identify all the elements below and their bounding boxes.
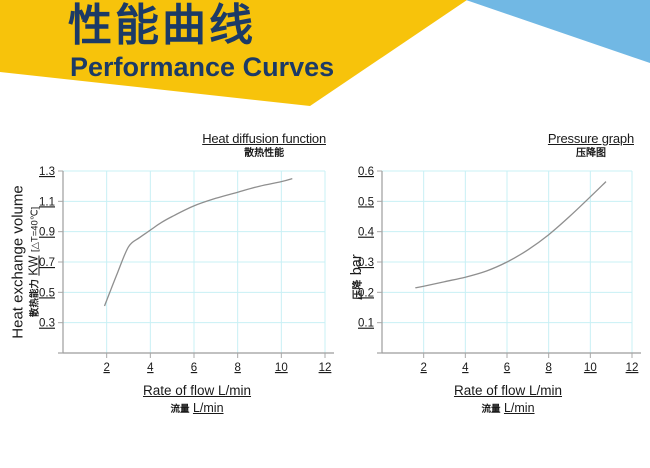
svg-text:8: 8	[545, 362, 551, 374]
svg-text:6: 6	[191, 362, 197, 374]
svg-text:2: 2	[420, 362, 426, 374]
page-title-en: Performance Curves	[70, 52, 335, 82]
svg-text:4: 4	[462, 362, 469, 374]
svg-text:12: 12	[626, 362, 639, 374]
pressure-chart-xlabel-zh: 流量 L/min	[481, 401, 535, 415]
svg-text:0.4: 0.4	[358, 227, 375, 239]
pressure-chart-title-en: Pressure graph	[547, 131, 634, 146]
svg-text:0.3: 0.3	[358, 257, 374, 269]
svg-text:2: 2	[103, 362, 109, 374]
banner-yellow-shape	[0, 0, 467, 106]
svg-text:0.5: 0.5	[358, 196, 374, 208]
heat-chart-title-en: Heat diffusion function	[202, 131, 326, 146]
svg-text:0.1: 0.1	[358, 318, 374, 330]
svg-text:0.3: 0.3	[39, 318, 55, 330]
pressure-drop-curve	[415, 181, 607, 289]
svg-text:6: 6	[504, 362, 510, 374]
heat-chart-xlabel-zh: 流量 L/min	[170, 401, 224, 415]
heat-chart-title-zh: 散热性能	[244, 148, 285, 159]
banner-blue-shape	[466, 0, 650, 63]
svg-text:0.2: 0.2	[358, 287, 374, 299]
heat-chart-title: Heat diffusion function 散热性能	[202, 131, 326, 160]
svg-text:4: 4	[147, 362, 154, 374]
heat-chart-ylabel-en: Heat exchange volume	[9, 185, 27, 339]
heat-chart-y-axis-label: Heat exchange volume 散热能力 KW [△T=40℃]	[10, 185, 43, 338]
svg-text:10: 10	[584, 362, 597, 374]
pressure-chart-y-axis-label: 压降 bar	[349, 254, 365, 300]
svg-text:10: 10	[275, 362, 288, 374]
page-title-zh: 性能曲线	[68, 1, 256, 50]
pressure-chart-title-zh: 压降图	[575, 148, 606, 159]
banner-shapes	[0, 0, 650, 106]
svg-text:0.9: 0.9	[39, 227, 55, 239]
svg-text:0.7: 0.7	[39, 257, 55, 269]
pressure-chart-x-axis-label: Rate of flow L/min 流量 L/min	[454, 383, 562, 417]
svg-text:1.1: 1.1	[39, 196, 55, 208]
heat-chart-xlabel-en: Rate of flow L/min	[142, 383, 252, 398]
svg-text:12: 12	[319, 362, 332, 374]
heat-chart-ylabel-zh: 散热能力 KW [△T=40℃]	[26, 206, 41, 318]
heat-chart-x-axis-label: Rate of flow L/min 流量 L/min	[143, 383, 251, 417]
heat-exchange-curve	[103, 177, 293, 307]
svg-text:8: 8	[234, 362, 240, 374]
svg-text:0.6: 0.6	[358, 166, 374, 178]
svg-text:1.3: 1.3	[39, 166, 55, 178]
pressure-chart-title: Pressure graph 压降图	[548, 131, 634, 160]
pressure-chart-xlabel-en: Rate of flow L/min	[453, 383, 563, 398]
svg-text:0.5: 0.5	[39, 287, 55, 299]
